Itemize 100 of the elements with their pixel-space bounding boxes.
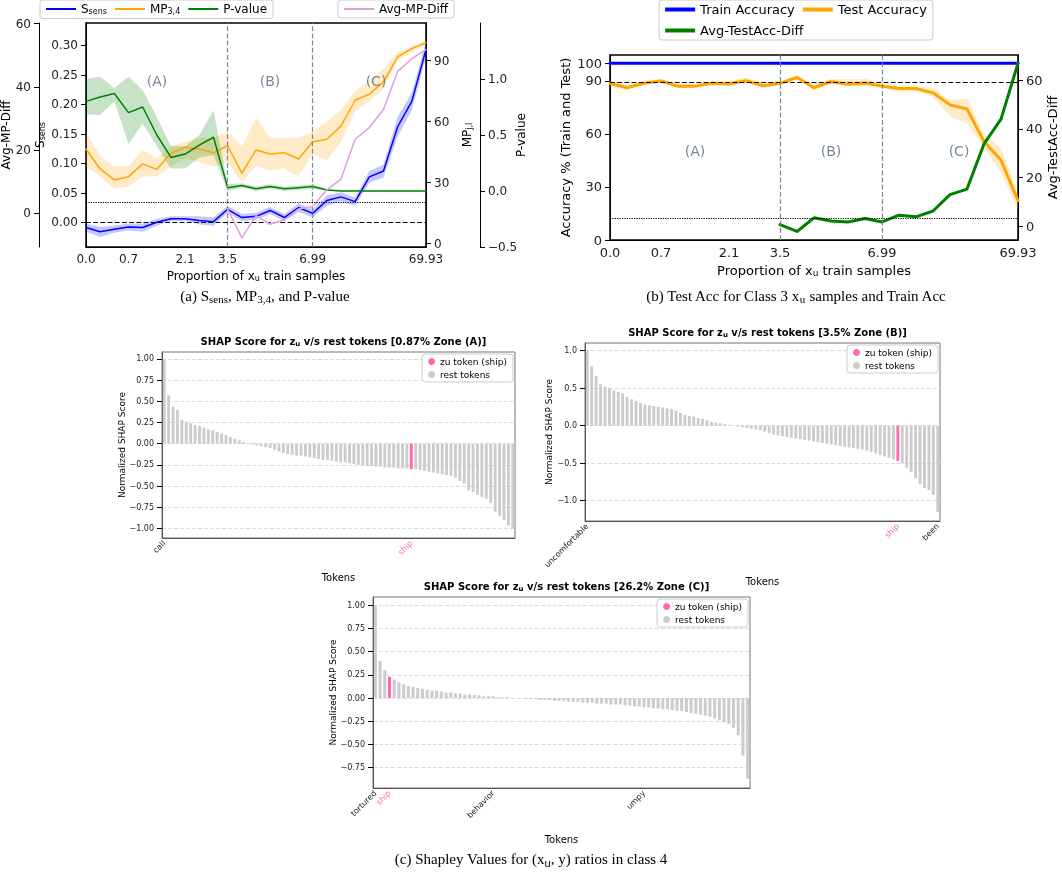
y-tick-label: 40 <box>15 79 31 94</box>
legend-label: Ssens <box>81 2 107 16</box>
bar <box>361 443 365 465</box>
bar <box>927 425 931 491</box>
bar <box>383 443 387 468</box>
bar <box>281 443 285 454</box>
bar <box>683 415 687 426</box>
bar <box>189 423 193 444</box>
bar <box>436 443 440 474</box>
bar <box>458 443 462 482</box>
bar <box>557 698 561 701</box>
bar <box>656 698 660 709</box>
legend-label: P-value <box>223 2 268 16</box>
y-axis-title: Normalized SHAP Score <box>543 378 554 486</box>
bar <box>420 688 425 699</box>
bar <box>237 440 241 444</box>
bar <box>661 698 665 710</box>
bar <box>162 358 166 444</box>
x-axis-title: Tokens <box>543 833 579 845</box>
y-tick-label: 0.05 <box>51 185 78 200</box>
bar <box>590 698 594 703</box>
bar <box>741 698 745 756</box>
bar <box>891 425 895 460</box>
bar <box>397 682 401 699</box>
bar <box>463 694 467 699</box>
bar <box>878 425 882 455</box>
bar <box>807 425 811 441</box>
bar <box>722 698 726 723</box>
bar <box>731 698 736 728</box>
bar <box>905 425 909 468</box>
y2-tick-label: 20 <box>1026 170 1043 186</box>
bar <box>430 690 434 699</box>
x-tick-label: 3.5 <box>769 245 791 260</box>
line-series <box>778 61 1020 233</box>
bar <box>696 418 700 426</box>
bar <box>803 425 807 440</box>
bar <box>612 390 616 426</box>
x-tick-label: 2.1 <box>718 245 740 260</box>
annotation: (B) <box>820 143 842 159</box>
y-tick-label: 0.20 <box>51 97 78 112</box>
bar <box>595 698 599 704</box>
bar <box>562 698 566 701</box>
y-tick-label: 0.25 <box>51 67 78 82</box>
bar <box>746 698 750 779</box>
y-tick-label: 0.00 <box>51 215 78 230</box>
y-axis-title: Accuracy % (Train and Test) <box>558 57 573 238</box>
y2-tick-label: 90 <box>434 53 450 68</box>
x-tick-label: 0.7 <box>118 252 139 266</box>
y-tick-label: 100 <box>577 55 602 71</box>
bar <box>334 443 338 462</box>
line-series <box>85 92 427 192</box>
bar <box>477 695 481 699</box>
legend-label: zu token (ship) <box>675 601 743 612</box>
x-tick-label: 6.99 <box>299 252 327 266</box>
bar <box>656 406 660 426</box>
bar <box>484 443 488 499</box>
y-tick-label: 0.50 <box>347 647 365 657</box>
bar <box>392 679 396 699</box>
bar <box>692 416 696 426</box>
bar <box>609 698 613 705</box>
bar <box>896 425 900 461</box>
bar <box>206 429 210 444</box>
bar <box>647 405 651 426</box>
x-tick-label: call <box>151 538 168 555</box>
bar <box>763 425 767 432</box>
bar <box>202 427 206 444</box>
annotation: (B) <box>259 73 281 89</box>
bar <box>689 698 693 713</box>
bar <box>511 443 515 529</box>
bar <box>396 443 400 469</box>
bar <box>718 423 722 426</box>
bar <box>666 698 670 710</box>
annotation: (C) <box>948 143 970 159</box>
bar <box>392 443 396 468</box>
bar <box>493 443 497 512</box>
y2-tick-label: 0 <box>434 236 442 251</box>
bar <box>330 443 334 461</box>
y2-tick-label: 40 <box>1026 121 1043 137</box>
y3-tick-label: 0.5 <box>488 128 508 142</box>
y-tick-label: 30 <box>585 179 602 195</box>
y-tick-label: 0.75 <box>347 624 365 634</box>
y-tick-label: 0.15 <box>51 126 78 141</box>
bar <box>794 425 798 439</box>
y-tick-label: 0.75 <box>136 375 154 385</box>
legend-label: zu token (ship) <box>440 356 508 367</box>
legend-label: Test Accuracy <box>836 2 928 17</box>
y-tick-label: −0.75 <box>129 502 154 512</box>
x-tick-label: 69.93 <box>408 252 444 266</box>
bar <box>874 425 878 454</box>
bar <box>480 443 484 498</box>
y-tick-label: 90 <box>585 73 602 89</box>
bar <box>825 425 829 444</box>
bar <box>308 443 312 458</box>
bar <box>625 397 629 426</box>
bar <box>665 408 669 426</box>
bar <box>708 698 712 717</box>
bar <box>675 698 679 712</box>
x-tick-label: 2.1 <box>175 252 195 266</box>
bar <box>453 693 457 699</box>
bar <box>343 443 347 463</box>
